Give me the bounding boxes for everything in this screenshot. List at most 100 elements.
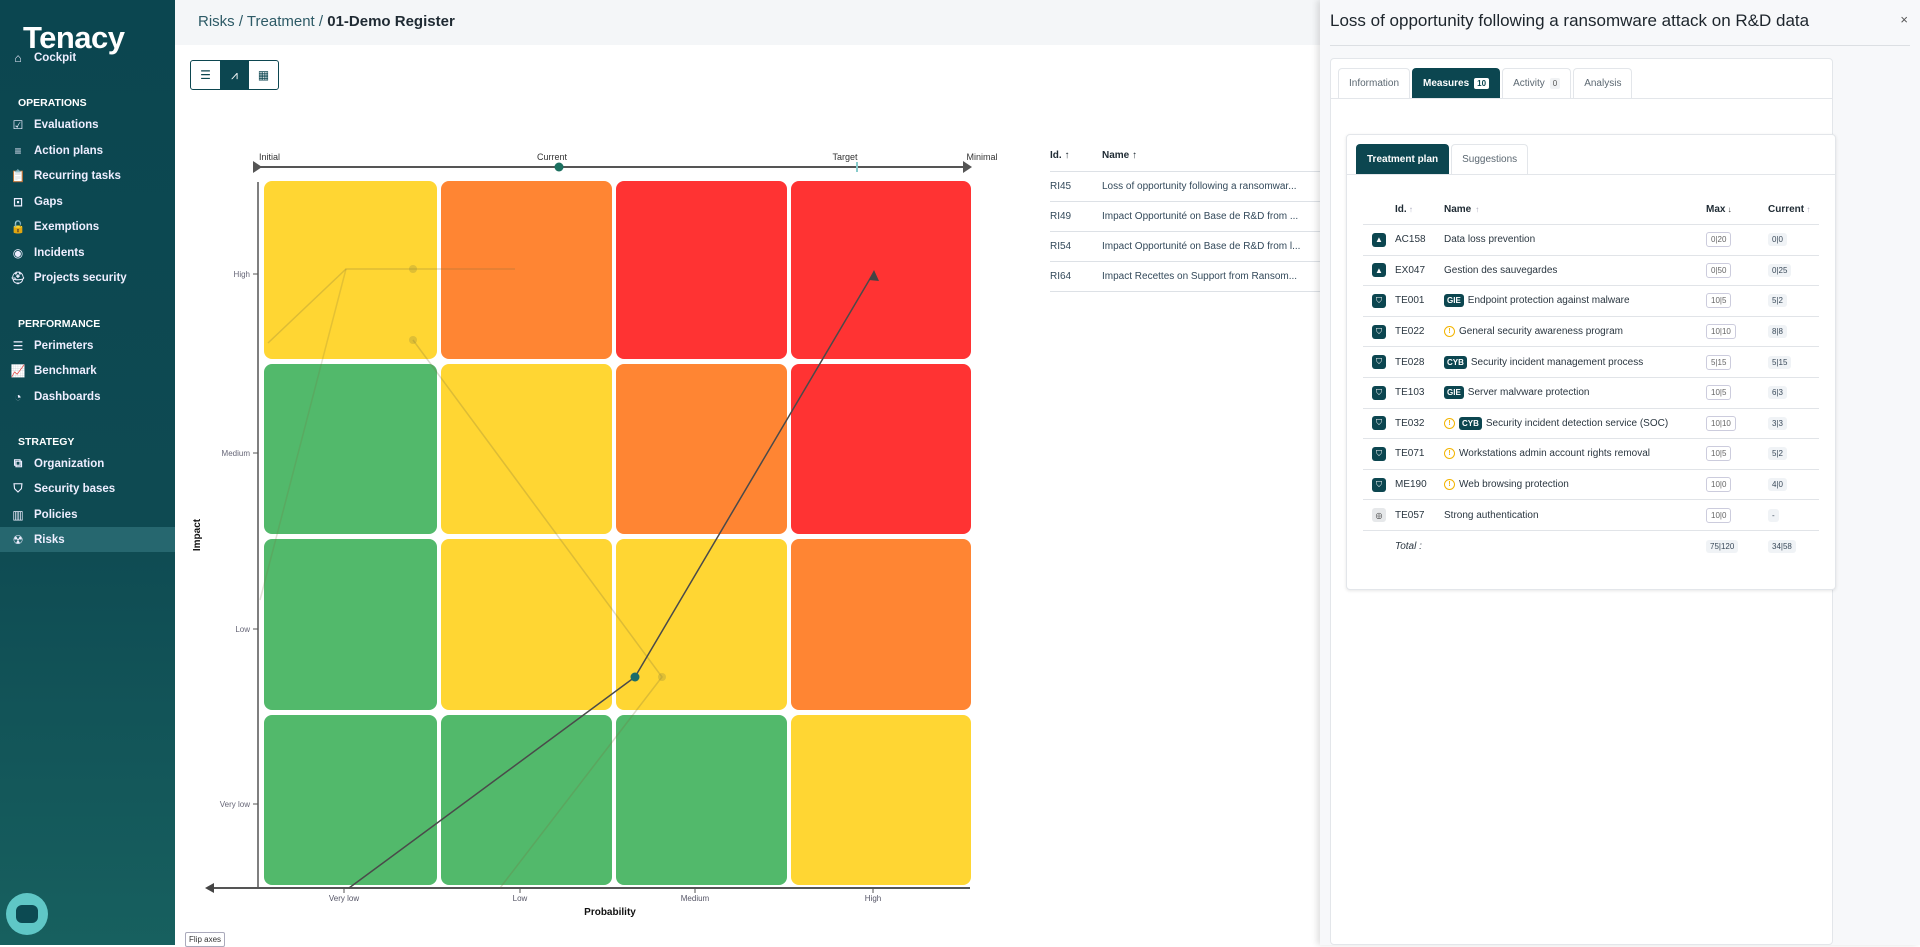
sidebar-item-cockpit[interactable]: ⌂ Cockpit	[0, 45, 175, 70]
breadcrumb-treatment[interactable]: Treatment	[246, 13, 315, 30]
panel-title: Loss of opportunity following a ransomwa…	[1330, 11, 1810, 30]
current-value: 6|3	[1768, 386, 1787, 400]
sidebar-item-dashboards[interactable]: ◔ Dashboards	[0, 384, 175, 409]
view-toggle: ☰ ⩘ ▦	[190, 60, 279, 90]
shield-icon: ⛉	[13, 481, 23, 495]
column-header-current[interactable]: Current ↑	[1768, 204, 1818, 215]
tab-measures[interactable]: Measures 10	[1412, 68, 1501, 98]
sort-arrow-icon[interactable]: ↑	[1406, 205, 1413, 214]
measure-name[interactable]: Strong authentication	[1444, 509, 1539, 521]
measure-name[interactable]: Server malvware protection	[1467, 387, 1590, 399]
column-header-id[interactable]: Id. ↑	[1395, 204, 1444, 215]
max-cell: 0|20	[1706, 232, 1768, 248]
current-cell: 8|8	[1768, 325, 1818, 339]
current-value: 8|8	[1768, 325, 1787, 339]
breadcrumb-separator: /	[314, 13, 328, 30]
table-row[interactable]: ⛉ TE001 GIE Endpoint protection against mal…	[1363, 286, 1819, 317]
measure-name[interactable]: Endpoint protection against malware	[1467, 295, 1630, 307]
trajectory-point-faded	[409, 336, 417, 344]
measure-id: TE022	[1395, 326, 1425, 338]
matrix-view-button[interactable]: ⩘	[220, 61, 249, 89]
table-row[interactable]: ⛉ TE071! Workstations admin account rights…	[1363, 439, 1819, 470]
sort-arrow-icon[interactable]: ↑	[1804, 205, 1811, 214]
total-current-cell: 34|58	[1768, 539, 1818, 553]
sidebar-item-label: Recurring tasks	[34, 169, 121, 182]
type-cell: ▲	[1363, 263, 1395, 278]
y-tick-label: High	[234, 270, 250, 279]
measure-id: TE103	[1395, 387, 1425, 399]
current-cell: 5|15	[1768, 355, 1818, 369]
table-row[interactable]: ◎ TE057 Strong authentication 10|0 -	[1363, 500, 1819, 531]
sidebar-item-perimeters[interactable]: ☰ Perimeters	[0, 333, 175, 358]
tab-treatment-plan[interactable]: Treatment plan	[1356, 144, 1450, 174]
tab-information[interactable]: Information	[1338, 68, 1411, 98]
table-row[interactable]: ▲ EX047 Gestion des sauvegardes 0|50 0|25	[1363, 256, 1819, 287]
matrix-cell	[616, 715, 787, 885]
sidebar-item-recurring-tasks[interactable]: 📋 Recurring tasks	[0, 163, 175, 188]
matrix-cell	[441, 715, 612, 885]
table-row[interactable]: ⛉ TE028 CYB Security incident management pr…	[1363, 347, 1819, 378]
measure-name-cell: Data loss prevention	[1444, 234, 1706, 245]
column-header-name[interactable]: Name ↑	[1444, 204, 1706, 215]
table-row[interactable]: ⛉ TE022! General security awareness progra…	[1363, 317, 1819, 348]
risk-name: Impact Opportunité on Base de R&D from .…	[1102, 211, 1299, 222]
target-arrow-icon	[869, 270, 879, 281]
target-icon: ◎	[1372, 508, 1386, 523]
chat-button[interactable]	[6, 893, 48, 935]
sidebar-section-title: STRATEGY	[18, 436, 75, 448]
tenacy-logo[interactable]: Tenacy	[23, 20, 125, 55]
current-value: 0|25	[1768, 263, 1792, 277]
sidebar-item-security-bases[interactable]: ⛉ Security bases	[0, 476, 175, 501]
matrix-cell	[441, 539, 612, 710]
sidebar-item-benchmark[interactable]: 📈 Benchmark	[0, 358, 175, 383]
column-header-label: Name	[1444, 204, 1472, 215]
list-view-button[interactable]: ☰	[200, 68, 211, 82]
measure-name[interactable]: Gestion des sauvegardes	[1444, 264, 1558, 276]
timeline-label: Target	[832, 152, 858, 162]
clipboard-icon: 📋	[10, 168, 26, 183]
table-row[interactable]: RI45 Loss of opportunity following a rans…	[1050, 172, 1320, 202]
trajectory-point-faded	[409, 265, 417, 273]
grid-view-button[interactable]: ▦	[257, 68, 270, 82]
column-header-label: Id.	[1395, 204, 1407, 215]
sidebar-item-exemptions[interactable]: 🔓 Exemptions	[0, 214, 175, 239]
measure-name[interactable]: Web browsing protection	[1459, 479, 1569, 491]
table-row[interactable]: ⛉ TE032! CYB Security incident detection se…	[1363, 409, 1819, 440]
close-icon[interactable]: ×	[1900, 12, 1908, 27]
measure-name[interactable]: General security awareness program	[1459, 326, 1623, 338]
table-row[interactable]: ⛉ ME190! Web browsing protection 10|0 4|0	[1363, 470, 1819, 501]
measure-name[interactable]: Security incident management process	[1470, 356, 1644, 368]
column-header-id[interactable]: Id. ↑	[1050, 150, 1070, 161]
tab-suggestions[interactable]: Suggestions	[1451, 144, 1529, 174]
sidebar-item-incidents[interactable]: ◉ Incidents	[0, 240, 175, 265]
current-cell: 0|25	[1768, 263, 1818, 277]
tab-activity[interactable]: Activity 0	[1502, 68, 1572, 98]
max-value: 10|5	[1706, 293, 1732, 309]
measure-name[interactable]: Workstations admin account rights remova…	[1459, 448, 1651, 460]
sidebar-item-evaluations[interactable]: ☑ Evaluations	[0, 112, 175, 137]
sidebar-item-organization[interactable]: ⧉ Organization	[0, 451, 175, 476]
tab-analysis[interactable]: Analysis	[1573, 68, 1633, 98]
table-row[interactable]: ▲ AC158 Data loss prevention 0|20 0|0	[1363, 225, 1819, 256]
table-row[interactable]: RI54 Impact Opportunité on Base de R&D fr…	[1050, 232, 1320, 262]
risk-name: Impact Recettes on Support from Ransom..…	[1102, 271, 1298, 282]
measure-name[interactable]: Security incident detection service (SOC…	[1485, 417, 1669, 429]
table-row[interactable]: RI64 Impact Recettes on Support from Rans…	[1050, 262, 1320, 292]
sidebar-item-projects-security[interactable]: ⛑ Projects security	[0, 265, 175, 290]
shield-check-icon: ⛉	[1372, 324, 1386, 339]
sidebar-item-policies[interactable]: ▥ Policies	[0, 502, 175, 527]
sidebar-item-action-plans[interactable]: ≡ Action plans	[0, 138, 175, 163]
column-header-max[interactable]: Max ↓	[1706, 204, 1768, 215]
measure-name[interactable]: Data loss prevention	[1444, 234, 1536, 246]
table-row[interactable]: RI49 Impact Opportunité on Base de R&D fr…	[1050, 202, 1320, 232]
table-row[interactable]: ⛉ TE103 GIE Server malvware protection 10|5 6…	[1363, 378, 1819, 409]
sidebar-item-risks[interactable]: ☢ Risks	[0, 527, 175, 552]
breadcrumb-risks[interactable]: Risks	[198, 13, 235, 30]
sidebar-item-gaps[interactable]: ⊡ Gaps	[0, 189, 175, 214]
risk-name: Loss of opportunity following a ransomwa…	[1102, 181, 1297, 192]
x-tick-label: High	[865, 894, 881, 903]
sort-arrow-icon[interactable]: ↑	[1475, 205, 1480, 214]
risk-trajectory-faded	[412, 339, 663, 889]
sort-arrow-icon[interactable]: ↓	[1725, 205, 1732, 214]
column-header-name[interactable]: Name ↑	[1102, 150, 1138, 161]
